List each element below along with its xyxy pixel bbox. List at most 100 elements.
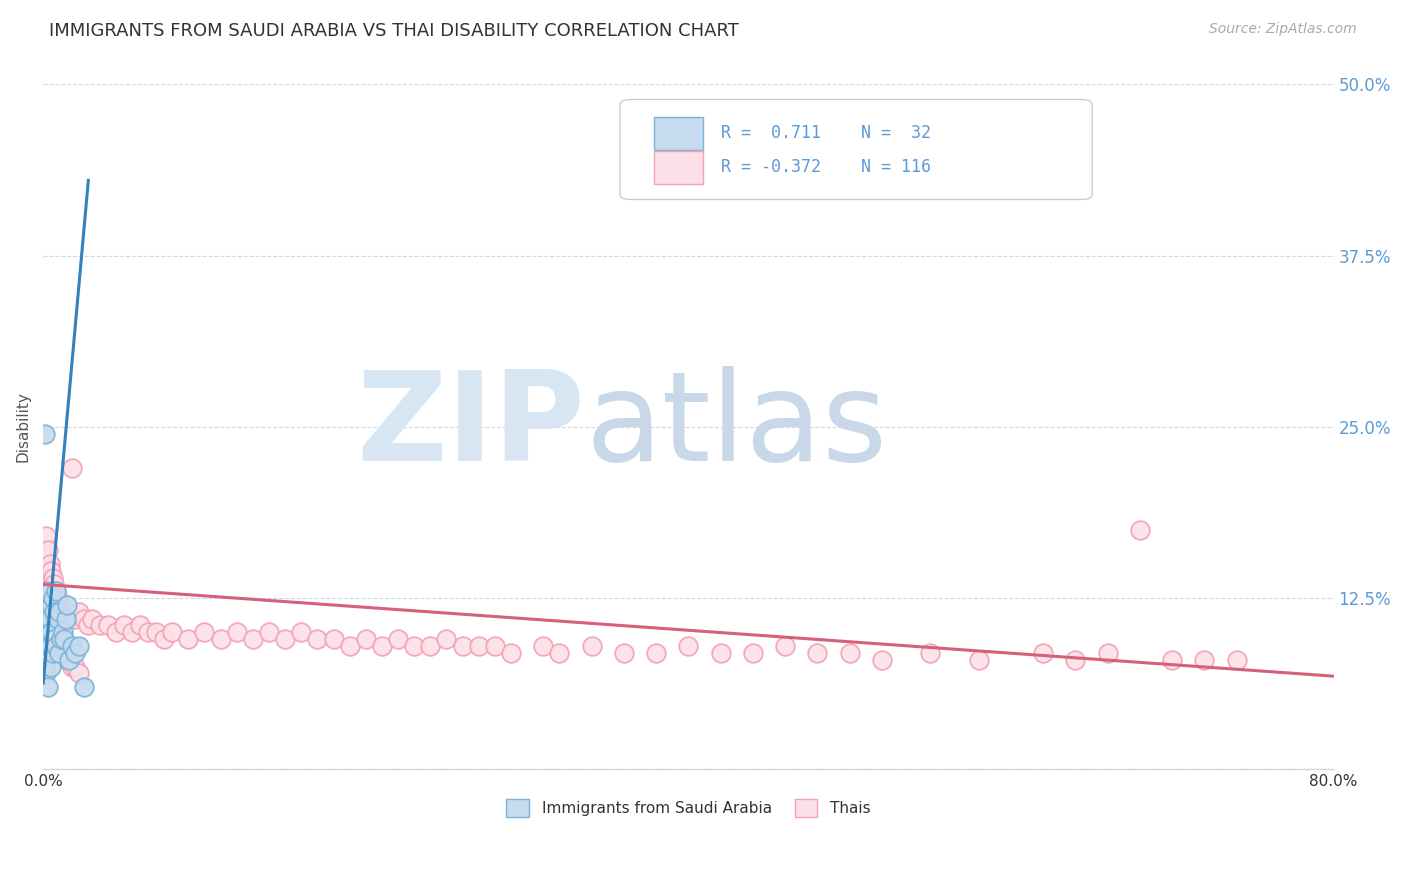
Point	[1097, 646, 1119, 660]
Point	[645, 646, 668, 660]
Point	[177, 632, 200, 647]
Point	[35, 666, 58, 681]
Point	[35, 549, 58, 564]
Point	[38, 618, 60, 632]
Point	[1032, 646, 1054, 660]
Text: ZIP: ZIP	[356, 367, 585, 487]
Point	[37, 612, 59, 626]
Point	[60, 461, 83, 475]
Point	[58, 653, 80, 667]
Point	[1161, 653, 1184, 667]
Point	[257, 625, 280, 640]
Point	[451, 639, 474, 653]
Point	[46, 591, 69, 606]
Point	[419, 639, 441, 653]
Point	[49, 605, 72, 619]
Point	[34, 426, 56, 441]
Point	[42, 591, 65, 606]
Point	[35, 529, 58, 543]
Point	[38, 639, 60, 653]
Point	[44, 598, 66, 612]
Point	[967, 653, 990, 667]
Point	[39, 564, 62, 578]
Point	[55, 612, 77, 626]
Point	[72, 612, 94, 626]
Point	[51, 625, 73, 640]
Point	[51, 639, 73, 653]
Point	[45, 605, 67, 619]
Point	[39, 584, 62, 599]
Point	[39, 659, 62, 673]
Point	[37, 618, 59, 632]
Point	[34, 618, 56, 632]
Point	[56, 653, 79, 667]
Point	[45, 584, 67, 599]
Point	[741, 646, 763, 660]
Point	[37, 625, 59, 640]
Point	[42, 625, 65, 640]
Point	[129, 618, 152, 632]
Point	[35, 625, 58, 640]
Point	[35, 591, 58, 606]
Point	[89, 618, 111, 632]
Point	[56, 605, 79, 619]
Y-axis label: Disability: Disability	[15, 392, 30, 462]
Point	[48, 646, 70, 660]
Point	[1064, 653, 1087, 667]
Point	[193, 625, 215, 640]
Point	[53, 646, 76, 660]
Point	[322, 632, 344, 647]
Point	[613, 646, 636, 660]
Point	[48, 605, 70, 619]
Point	[548, 646, 571, 660]
Point	[371, 639, 394, 653]
Point	[710, 646, 733, 660]
Point	[153, 632, 176, 647]
Point	[55, 646, 77, 660]
Point	[67, 639, 90, 653]
Point	[121, 625, 143, 640]
Point	[60, 639, 83, 653]
Point	[37, 584, 59, 599]
Point	[209, 632, 232, 647]
Point	[112, 618, 135, 632]
Point	[39, 605, 62, 619]
Point	[58, 653, 80, 667]
Point	[34, 543, 56, 558]
Point	[37, 605, 59, 619]
Point	[46, 632, 69, 647]
Point	[38, 612, 60, 626]
Point	[38, 557, 60, 571]
Point	[80, 612, 103, 626]
Point	[290, 625, 312, 640]
Text: R = -0.372    N = 116: R = -0.372 N = 116	[721, 158, 931, 177]
Point	[65, 646, 87, 660]
Point	[387, 632, 409, 647]
Point	[37, 680, 59, 694]
Point	[58, 612, 80, 626]
Point	[838, 646, 860, 660]
Point	[773, 639, 796, 653]
Legend: Immigrants from Saudi Arabia, Thais: Immigrants from Saudi Arabia, Thais	[501, 792, 876, 823]
Point	[104, 625, 127, 640]
Point	[44, 632, 66, 647]
Point	[35, 605, 58, 619]
Point	[48, 598, 70, 612]
Point	[38, 598, 60, 612]
Point	[34, 612, 56, 626]
Point	[404, 639, 426, 653]
Point	[53, 632, 76, 647]
Point	[678, 639, 700, 653]
Bar	[654, 117, 703, 150]
Point	[307, 632, 329, 647]
Point	[870, 653, 893, 667]
Point	[581, 639, 603, 653]
Point	[34, 584, 56, 599]
Point	[45, 639, 67, 653]
Point	[145, 625, 167, 640]
Point	[48, 612, 70, 626]
Point	[67, 666, 90, 681]
Point	[72, 680, 94, 694]
Point	[49, 632, 72, 647]
Point	[49, 639, 72, 653]
